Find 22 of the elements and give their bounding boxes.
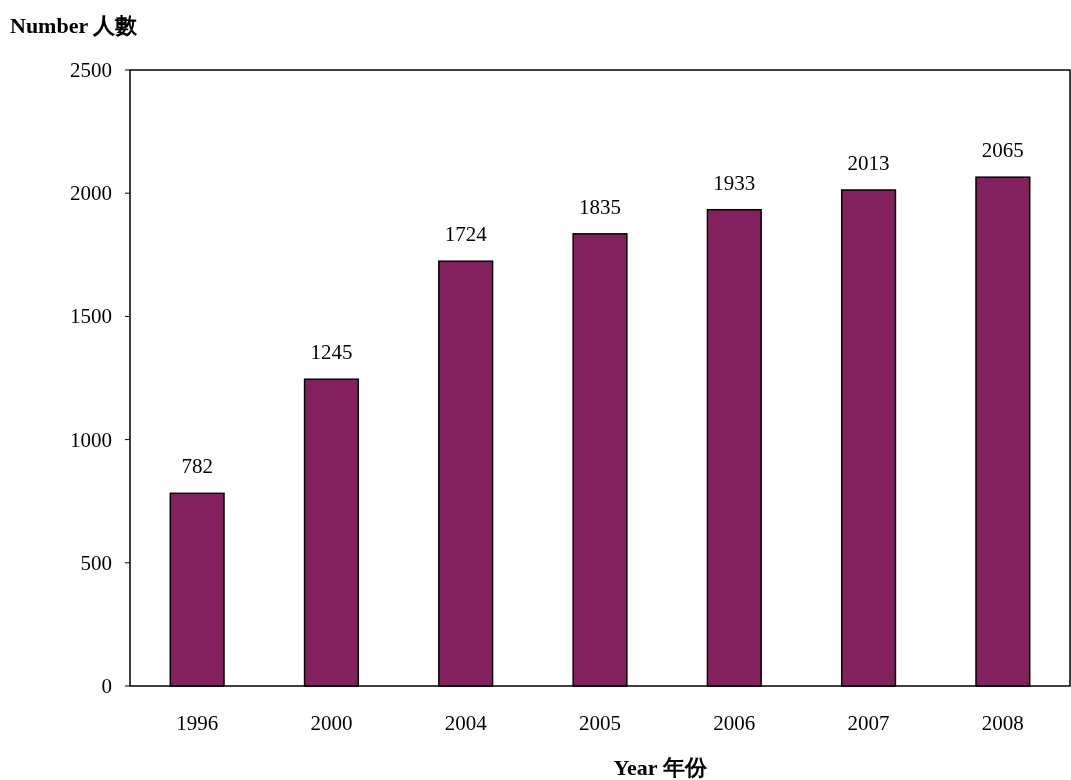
data-label: 1245	[310, 340, 353, 365]
x-tick-label: 1996	[176, 711, 219, 735]
x-tick-label: 2006	[713, 711, 756, 735]
x-axis-title: Year 年份	[613, 755, 708, 780]
y-tick-label: 2000	[70, 181, 112, 206]
y-tick-label: 500	[80, 550, 112, 575]
data-label: 2065	[981, 138, 1024, 163]
data-label: 782	[181, 454, 213, 479]
data-label: 1835	[579, 194, 621, 219]
y-axis-title: Number 人數	[10, 13, 139, 38]
data-label: 1933	[713, 170, 756, 195]
y-tick-label: 2500	[70, 58, 112, 82]
x-tick-label: 2005	[579, 711, 621, 735]
x-tick-label: 2007	[847, 711, 890, 735]
y-tick-label: 1500	[70, 304, 112, 329]
data-label: 2013	[847, 151, 890, 175]
data-label: 1724	[444, 222, 488, 247]
x-tick-label: 2004	[444, 711, 488, 735]
y-tick-label: 0	[101, 674, 112, 698]
x-tick-label: 2000	[310, 711, 353, 735]
x-tick-label: 2008	[981, 711, 1024, 735]
y-tick-label: 1000	[70, 427, 112, 452]
